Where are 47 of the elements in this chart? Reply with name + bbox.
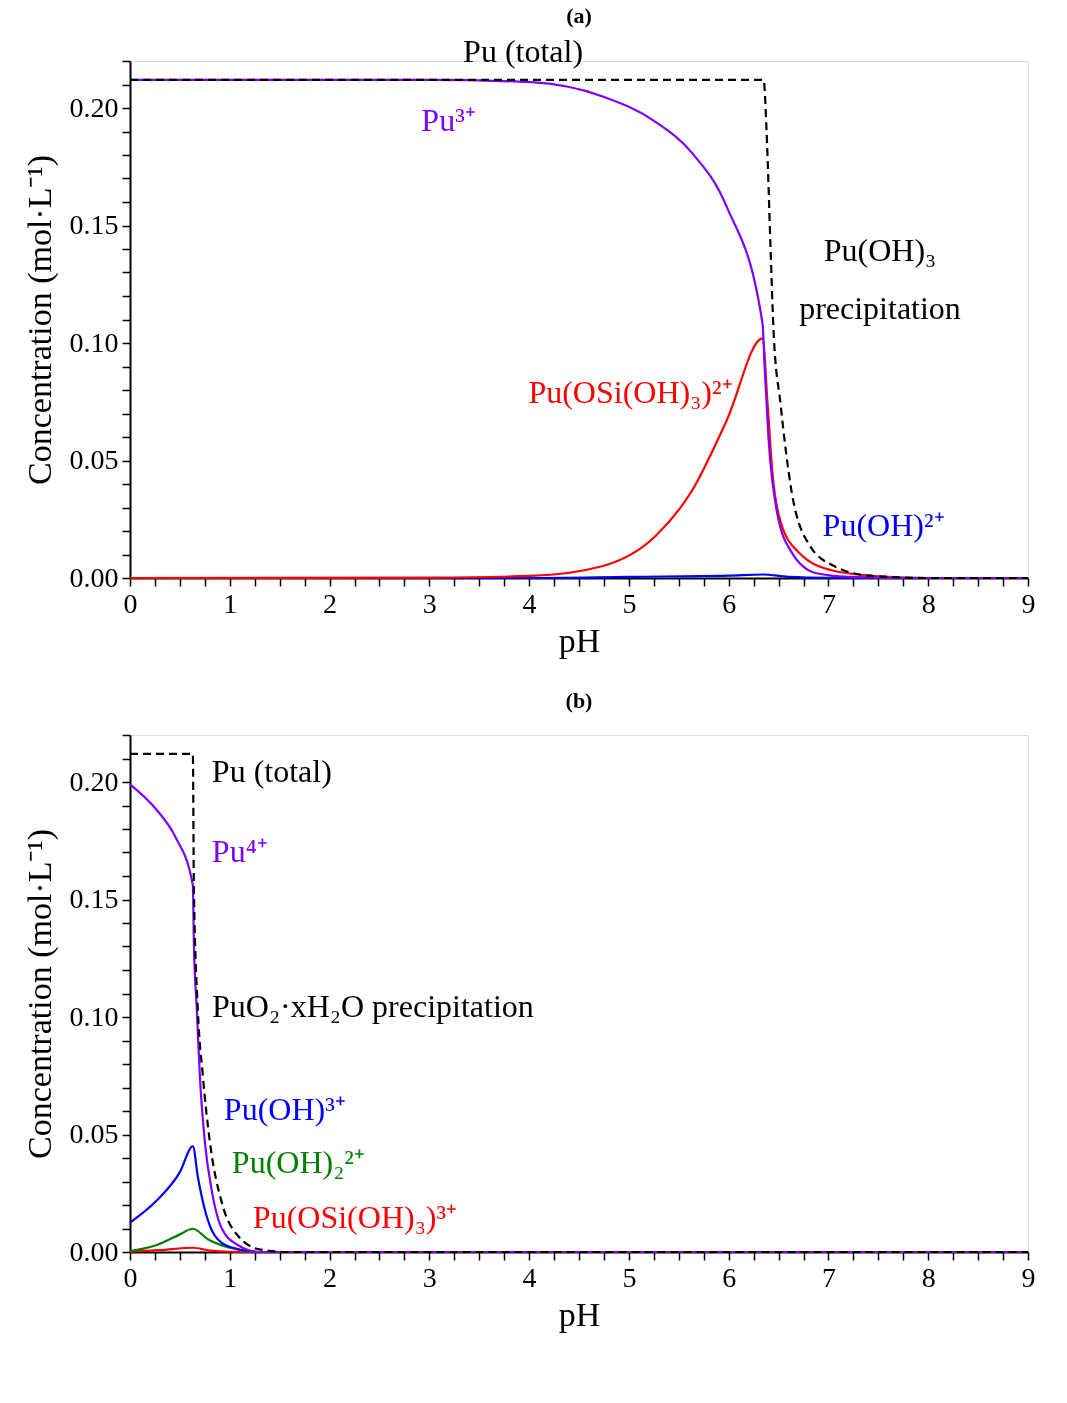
series-label: Pu³⁺ bbox=[421, 101, 476, 138]
series-label: Pu(OH)²⁺ bbox=[822, 507, 945, 544]
x-tick-label: 3 bbox=[422, 1261, 437, 1293]
x-axis-title: pH bbox=[558, 621, 601, 659]
series-label: Pu(OSi(OH)₃)³⁺ bbox=[252, 1198, 458, 1235]
series-label: Pu⁴⁺ bbox=[211, 833, 268, 870]
x-tick-label: 8 bbox=[921, 1261, 936, 1293]
x-tick-label: 0 bbox=[123, 587, 138, 619]
y-axis-title: Concentration (mol·L⁻¹) bbox=[20, 829, 59, 1159]
x-tick-label: 9 bbox=[1021, 587, 1036, 619]
y-tick-label: 0.00 bbox=[69, 561, 119, 593]
chart-title: (b) bbox=[565, 688, 593, 713]
y-tick-label: 0.00 bbox=[69, 1235, 119, 1267]
x-tick-label: 4 bbox=[522, 587, 537, 619]
y-tick-label: 0.20 bbox=[69, 765, 119, 797]
x-tick-label: 9 bbox=[1021, 1261, 1036, 1293]
y-tick-label: 0.05 bbox=[69, 444, 119, 475]
y-tick-label: 0.15 bbox=[69, 209, 119, 240]
annotation: PuO₂·xH₂O precipitation bbox=[212, 988, 534, 1024]
x-tick-label: 7 bbox=[821, 587, 836, 619]
x-tick-label: 7 bbox=[821, 1261, 836, 1293]
chart-title: (a) bbox=[566, 2, 592, 28]
series-label: Pu(OSi(OH)₃)²⁺ bbox=[528, 374, 733, 411]
x-tick-label: 6 bbox=[722, 1261, 737, 1293]
x-tick-label: 6 bbox=[722, 587, 737, 619]
x-tick-label: 1 bbox=[223, 1261, 238, 1293]
y-tick-label: 0.15 bbox=[69, 883, 119, 914]
annotation: Pu(OH)₃ precipitation bbox=[799, 232, 961, 326]
series-label: Pu(OH)³⁺ bbox=[223, 1091, 346, 1128]
y-tick-label: 0.10 bbox=[69, 1000, 119, 1032]
x-tick-label: 8 bbox=[921, 587, 936, 619]
series-label: Pu(OH)₂²⁺ bbox=[231, 1143, 365, 1180]
x-tick-label: 1 bbox=[223, 587, 238, 619]
y-tick-label: 0.10 bbox=[69, 326, 119, 358]
x-tick-label: 0 bbox=[123, 1261, 138, 1293]
x-tick-label: 5 bbox=[622, 587, 637, 619]
x-axis-title: pH bbox=[558, 1295, 601, 1333]
x-tick-label: 2 bbox=[323, 1261, 338, 1293]
y-tick-label: 0.20 bbox=[69, 91, 119, 123]
y-axis-title: Concentration (mol·L⁻¹) bbox=[20, 155, 59, 485]
series-label: Pu (total) bbox=[211, 752, 332, 789]
x-tick-label: 5 bbox=[622, 1261, 637, 1293]
series-label: Pu (total) bbox=[463, 32, 584, 69]
y-tick-label: 0.05 bbox=[69, 1118, 119, 1149]
x-tick-label: 3 bbox=[422, 587, 437, 619]
x-tick-label: 4 bbox=[522, 1261, 537, 1293]
x-tick-label: 2 bbox=[323, 587, 338, 619]
